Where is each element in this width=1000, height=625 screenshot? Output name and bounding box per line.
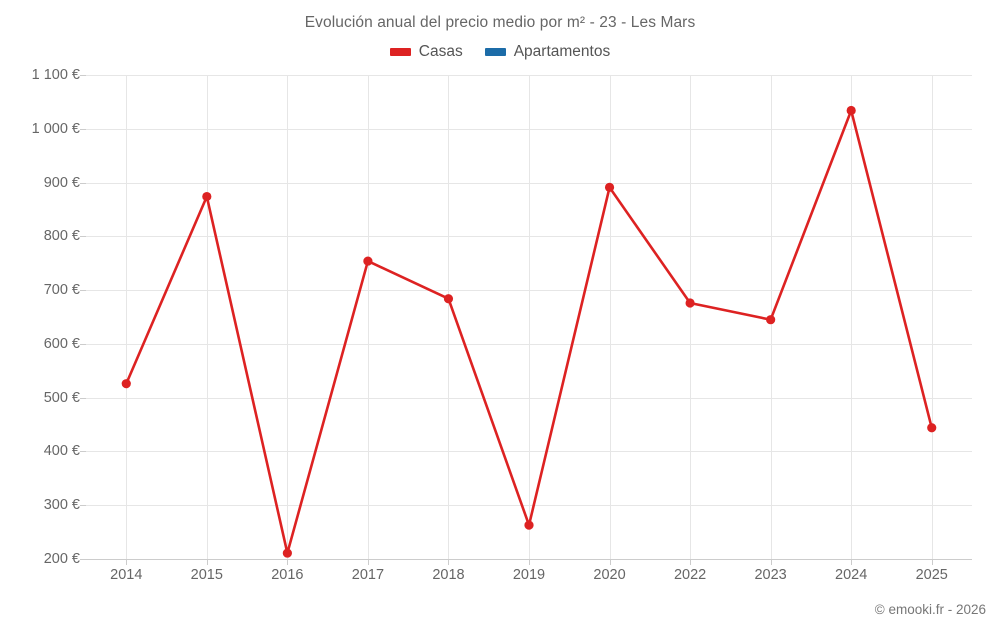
y-axis-tick-label: 800 € xyxy=(43,228,80,245)
x-axis-tick-label: 2016 xyxy=(271,567,304,583)
x-axis-tick-label: 2025 xyxy=(915,567,948,583)
gridline-vertical xyxy=(206,75,208,559)
legend-item-apartamentos[interactable]: Apartamentos xyxy=(484,43,611,61)
x-axis-tick-label: 2015 xyxy=(190,567,223,583)
y-axis-tick-label: 200 € xyxy=(43,551,80,567)
y-axis-tick-mark xyxy=(80,451,86,453)
chart-title: Evolución anual del precio medio por m² … xyxy=(304,14,696,31)
plot-area xyxy=(86,75,972,560)
y-axis-tick-label: 900 € xyxy=(43,174,80,191)
gridline-vertical xyxy=(367,75,369,559)
y-axis-tick-mark xyxy=(80,75,86,76)
y-axis-tick-label: 300 € xyxy=(43,497,80,514)
y-axis-tick-mark xyxy=(80,559,86,560)
y-axis-tick-mark xyxy=(80,128,86,130)
x-axis-tick-mark xyxy=(448,559,450,565)
x-axis-tick-mark xyxy=(206,559,208,565)
y-axis-tick-label: 400 € xyxy=(43,443,80,460)
y-axis-tick-label: 600 € xyxy=(43,335,80,352)
data-point[interactable] xyxy=(766,315,776,325)
gridline-vertical xyxy=(126,75,128,559)
x-axis-tick-label: 2019 xyxy=(512,567,546,583)
x-axis-tick-label: 2018 xyxy=(432,567,465,583)
x-axis-tick-mark xyxy=(609,559,611,565)
data-point[interactable] xyxy=(363,256,373,266)
data-point[interactable] xyxy=(604,182,615,192)
gridline-vertical xyxy=(690,75,692,559)
data-point[interactable] xyxy=(443,294,454,304)
x-axis-tick-mark xyxy=(851,559,853,565)
y-axis-tick-label: 700 € xyxy=(43,282,80,299)
x-axis-tick-mark xyxy=(287,559,289,565)
y-axis-tick-label: 500 € xyxy=(43,389,80,406)
y-axis: 1 100 € 1 000 € 900 € 800 € 700 € 600 € 500 € 4… xyxy=(0,0,86,625)
data-point[interactable] xyxy=(524,520,534,530)
chart-legend: Casas Apartamentos xyxy=(0,43,1000,61)
x-axis-tick-label: 2024 xyxy=(835,567,868,583)
x-axis-tick-mark xyxy=(931,559,933,565)
gridline-vertical xyxy=(851,75,853,559)
x-axis-tick-label: 2022 xyxy=(673,567,707,583)
data-point[interactable] xyxy=(927,423,937,433)
y-axis-tick-mark xyxy=(80,236,86,238)
x-axis-tick-mark xyxy=(529,559,530,565)
data-point[interactable] xyxy=(282,548,292,558)
y-axis-tick-mark xyxy=(80,397,86,399)
y-axis-tick-mark xyxy=(80,182,86,184)
x-axis-tick-label: 2020 xyxy=(593,567,626,583)
x-axis-tick-mark xyxy=(367,559,369,565)
gridline-vertical xyxy=(287,75,289,559)
footer-credit: © emooki.fr - 2026 xyxy=(874,602,986,617)
legend-swatch-casas xyxy=(389,48,411,56)
x-axis-tick-mark xyxy=(770,559,772,565)
gridline-vertical xyxy=(609,75,611,559)
x-axis-tick-mark xyxy=(126,559,128,565)
y-axis-tick-label: 1 100 € xyxy=(31,67,80,83)
gridline-vertical xyxy=(931,75,933,559)
legend-label-casas: Casas xyxy=(418,43,463,60)
y-axis-tick-label: 1 000 € xyxy=(31,120,80,137)
data-point[interactable] xyxy=(121,379,131,389)
x-axis-tick-label: 2017 xyxy=(351,567,385,583)
data-point[interactable] xyxy=(685,298,695,308)
gridline-vertical xyxy=(529,75,530,559)
legend-swatch-apartamentos xyxy=(484,48,506,56)
y-axis-tick-mark xyxy=(80,343,86,345)
data-point[interactable] xyxy=(846,105,856,116)
x-axis-tick-mark xyxy=(690,559,692,565)
x-axis-tick-label: 2023 xyxy=(754,567,787,583)
legend-label-apartamentos: Apartamentos xyxy=(513,43,611,60)
legend-item-casas[interactable]: Casas xyxy=(389,43,463,61)
y-axis-tick-mark xyxy=(80,505,86,507)
gridline-vertical xyxy=(448,75,450,559)
y-axis-tick-mark xyxy=(80,290,86,292)
x-axis-tick-label: 2014 xyxy=(110,567,143,583)
data-point[interactable] xyxy=(202,191,212,202)
